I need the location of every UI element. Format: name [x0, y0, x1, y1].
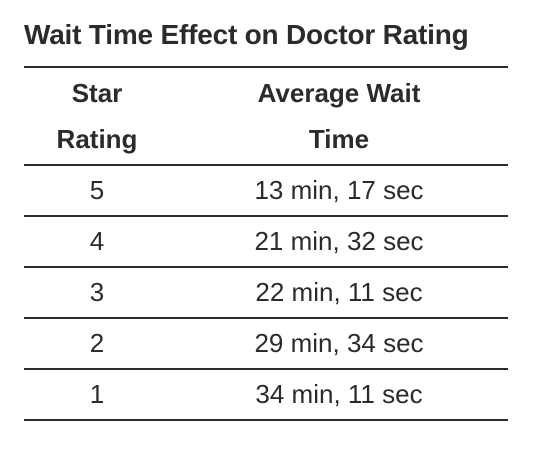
table-title: Wait Time Effect on Doctor Rating	[24, 19, 469, 50]
column-header-average-wait-time: Average Wait Time	[170, 68, 508, 165]
wait-time-cell: 34 min, 11 sec	[255, 379, 423, 409]
column-header-line: Rating	[56, 124, 138, 154]
column-header-line: Star	[71, 78, 123, 108]
wait-time-cell: 29 min, 34 sec	[254, 328, 424, 358]
star-rating-cell: 5	[89, 175, 105, 205]
wait-time-cell: 13 min, 17 sec	[254, 175, 424, 205]
wait-time-cell: 22 min, 11 sec	[255, 277, 423, 307]
column-header-star-rating: Star Rating	[24, 68, 170, 165]
star-rating-cell: 2	[89, 328, 105, 358]
table-row: 2 29 min, 34 sec	[24, 318, 508, 369]
table-row: 4 21 min, 32 sec	[24, 216, 508, 267]
star-rating-cell: 3	[89, 277, 105, 307]
star-rating-cell: 1	[89, 379, 105, 409]
column-header-line: Time	[308, 124, 370, 154]
table-row: 1 34 min, 11 sec	[24, 369, 508, 420]
wait-time-table: Star Rating Average Wait Time 5 13 min, …	[24, 68, 508, 421]
table-row: 3 22 min, 11 sec	[24, 267, 508, 318]
column-header-line: Average Wait	[257, 78, 421, 108]
top-rule	[24, 66, 508, 68]
header-row: Star Rating Average Wait Time	[24, 68, 508, 165]
star-rating-cell: 4	[89, 226, 105, 256]
table-figure: Wait Time Effect on Doctor Rating Star R…	[24, 14, 508, 421]
wait-time-cell: 21 min, 32 sec	[254, 226, 424, 256]
table-row: 5 13 min, 17 sec	[24, 165, 508, 216]
